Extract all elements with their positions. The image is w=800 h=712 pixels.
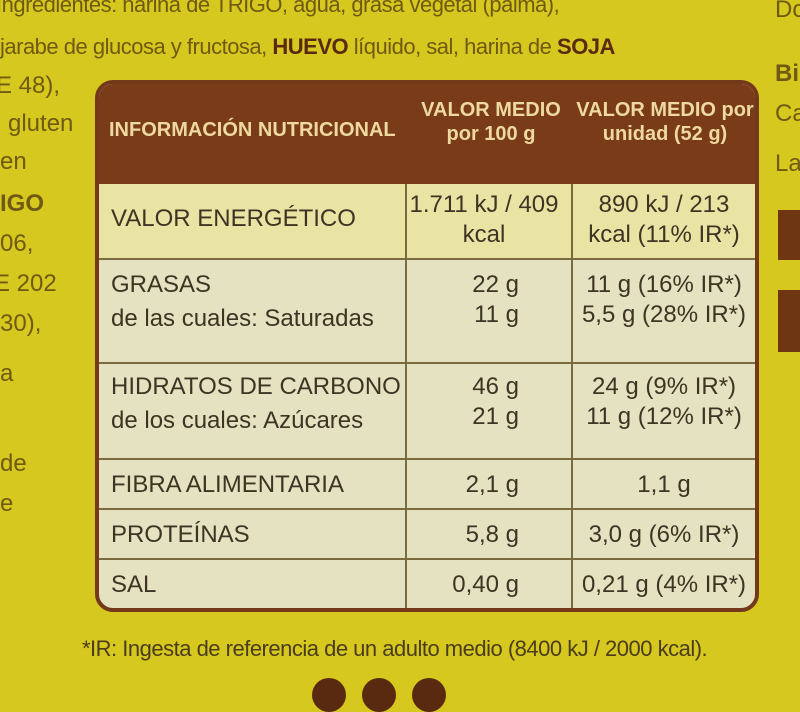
table-row-protein: PROTEÍNAS 5,8 g 3,0 g (6% IR*) (99, 508, 755, 560)
fiber-per-unit: 1,1 g (637, 471, 691, 498)
right-fragment: Do (775, 0, 800, 23)
row-label: PROTEÍNAS (111, 521, 250, 548)
nutrition-table: INFORMACIÓN NUTRICIONAL VALOR MEDIO por … (95, 80, 759, 612)
column-divider (405, 184, 407, 608)
table-header: INFORMACIÓN NUTRICIONAL VALOR MEDIO por … (99, 84, 755, 184)
ingredients-text: jarabe de glucosa y fructosa, (0, 34, 273, 59)
fiber-per-100g: 2,1 g (465, 471, 519, 498)
row-label: de los cuales: Azúcares (111, 407, 364, 434)
right-fragment: Bi (775, 60, 799, 87)
table-row-salt: SAL 0,40 g 0,21 g (4% IR*) (99, 558, 755, 608)
ingredients-line-2: jarabe de glucosa y fructosa, HUEVO líqu… (0, 34, 615, 60)
carbs-per-unit: 24 g (9% IR*) (591, 373, 737, 400)
side-panel-block (778, 210, 800, 260)
left-fragment: en (0, 148, 27, 175)
footnote: *IR: Ingesta de referencia de un adulto … (82, 636, 708, 661)
header-per-unit: VALOR MEDIO por unidad (52 g) (576, 99, 754, 145)
left-fragment: de (0, 450, 27, 477)
table-row-carbs: HIDRATOS DE CARBONO 46 g 24 g (9% IR*) d… (99, 362, 755, 460)
table-row-fats: GRASAS 22 g 11 g (16% IR*) de las cuales… (99, 258, 755, 364)
salt-per-100g: 0,40 g (452, 571, 519, 598)
right-fragment: La (775, 150, 800, 177)
row-label: HIDRATOS DE CARBONO (111, 373, 401, 400)
table-row-energy: VALOR ENERGÉTICO 1.711 kJ / 409 kcal 890… (99, 184, 755, 258)
decorative-dot (312, 678, 346, 712)
left-fragment: E 48), (0, 72, 61, 99)
fats-per-unit: 11 g (16% IR*) (586, 271, 742, 298)
header-nutrition-info: INFORMACIÓN NUTRICIONAL (109, 119, 396, 141)
energy-per-unit: 890 kJ / 213 kcal (11% IR*) (588, 191, 740, 248)
row-label: GRASAS (111, 271, 212, 298)
column-divider (571, 184, 573, 608)
left-fragment: E 202 (0, 270, 57, 297)
energy-per-100g: 1.711 kJ / 409 kcal (409, 191, 559, 248)
ingredients-line-1: Ingredientes: harina de TRIGO, agua, gra… (0, 0, 560, 17)
sugars-per-100g: 21 g (472, 403, 519, 430)
decorative-dot (412, 678, 446, 712)
row-label: de las cuales: Saturadas (111, 305, 374, 332)
right-fragment: Ca (775, 100, 800, 127)
row-label: VALOR ENERGÉTICO (111, 205, 356, 232)
side-panel-block (778, 290, 800, 352)
table-row-fiber: FIBRA ALIMENTARIA 2,1 g 1,1 g (99, 458, 755, 510)
left-fragment: 06, (0, 230, 34, 257)
fats-per-100g: 22 g (472, 271, 519, 298)
left-fragment: a (0, 360, 14, 387)
protein-per-100g: 5,8 g (465, 521, 519, 548)
row-label: SAL (111, 571, 157, 598)
row-label: FIBRA ALIMENTARIA (111, 471, 344, 498)
ingredients-text: líquido, sal, harina de (348, 34, 558, 59)
header-per-100g: VALOR MEDIO por 100 g (421, 99, 561, 145)
left-fragment: 30), (0, 310, 42, 337)
allergen-soy: SOJA (557, 34, 615, 59)
allergen-egg: HUEVO (272, 34, 349, 59)
decorative-dot (362, 678, 396, 712)
saturated-per-100g: 11 g (474, 301, 519, 328)
saturated-per-unit: 5,5 g (28% IR*) (581, 301, 747, 328)
protein-per-unit: 3,0 g (6% IR*) (588, 521, 740, 548)
carbs-per-100g: 46 g (472, 373, 519, 400)
salt-per-unit: 0,21 g (4% IR*) (581, 571, 747, 598)
sugars-per-unit: 11 g (12% IR*) (586, 403, 742, 430)
left-fragment: gluten (8, 110, 74, 137)
left-fragment: e (0, 490, 14, 517)
left-fragment: IGO (0, 190, 45, 217)
